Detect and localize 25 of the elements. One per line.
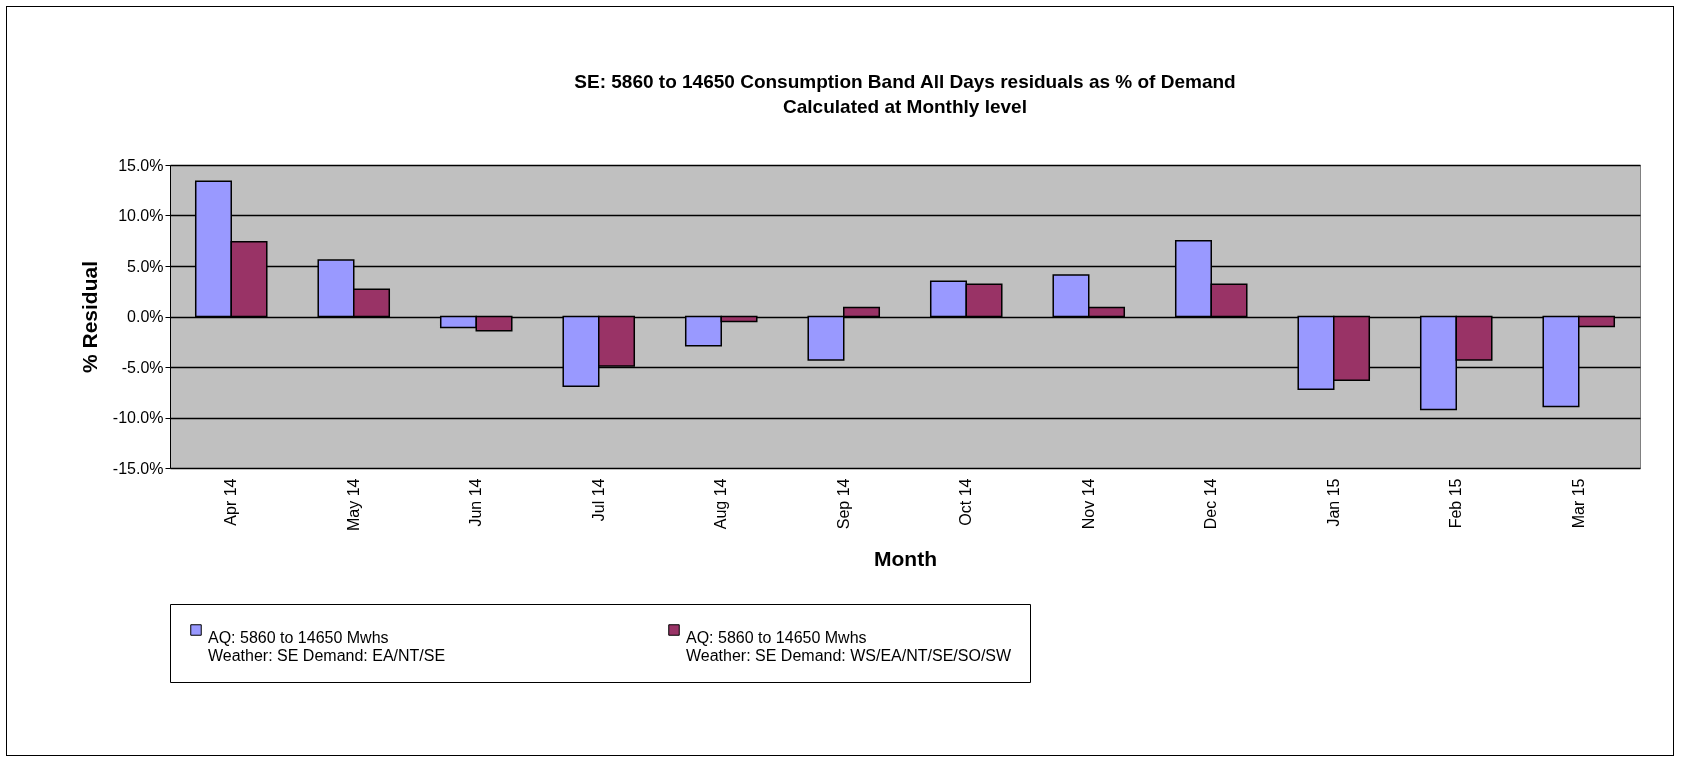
chart-title: SE: 5860 to 14650 Consumption Band All Days residuals as % of Demand (574, 71, 1236, 92)
x-tick-label: Dec 14 (1202, 478, 1220, 530)
x-tick-label: Sep 14 (834, 478, 852, 530)
x-tick-label: Jul 14 (589, 478, 607, 522)
x-tick-label: Mar 15 (1569, 478, 1587, 529)
x-tick-label: Feb 15 (1447, 478, 1465, 529)
x-axis-title: Month (874, 546, 937, 570)
x-tick-label: Jan 15 (1324, 478, 1342, 527)
x-tick-label: Apr 14 (222, 478, 240, 526)
y-tick-label: 15.0% (118, 156, 164, 174)
y-tick-label: -15.0% (112, 459, 164, 477)
legend-label: AQ: 5860 to 14650 Mwhs Weather: SE Demand: WS/EA/NT/SE/SO/SW (686, 629, 1013, 664)
y-tick-label: 10.0% (118, 207, 164, 224)
x-tick-label: Aug 14 (712, 478, 730, 530)
y-tick-label: -10.0% (112, 409, 164, 426)
y-axis-title: % Residual (77, 260, 101, 374)
y-tick-label: 0.0% (127, 308, 164, 325)
chart-subtitle: Calculated at Monthly level (783, 96, 1027, 117)
y-tick-label: -5.0% (121, 358, 164, 376)
x-tick-label: Jun 14 (467, 478, 485, 527)
x-tick-label: Nov 14 (1079, 478, 1097, 530)
legend-label: AQ: 5860 to 14650 Mwhs Weather: SE Demand: EA/NT/SE (208, 629, 446, 664)
x-tick-label: Oct 14 (957, 478, 975, 526)
y-tick-label: 5.0% (127, 257, 164, 275)
x-tick-label: May 14 (344, 478, 362, 531)
